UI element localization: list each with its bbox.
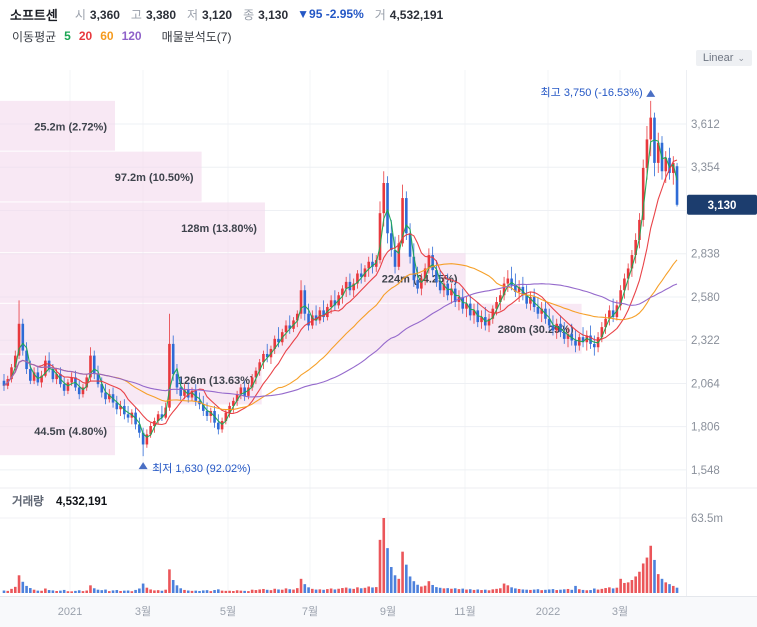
close-pair: 종 3,130 bbox=[243, 6, 288, 23]
time-tick-label: 3월 bbox=[612, 605, 628, 618]
high-value: 3,380 bbox=[145, 7, 176, 22]
low-marker-icon bbox=[138, 462, 148, 470]
profile-band-label: 25.2m (2.72%) bbox=[34, 121, 107, 133]
open-value: 3,360 bbox=[89, 7, 120, 22]
high-label: 고 bbox=[130, 7, 142, 22]
high-annotation: 최고 3,750 (-16.53%) bbox=[541, 86, 643, 99]
volume-pane-value: 4,532,191 bbox=[56, 496, 108, 508]
open-label: 시 bbox=[74, 7, 86, 22]
price-chart-canvas[interactable]: 25.2m (2.72%) 97.2m (10.50%) 128m (13.80%)… bbox=[0, 45, 757, 627]
ma-5-toggle[interactable]: 5 bbox=[64, 29, 71, 43]
volume-profile-legend[interactable]: 매물분석도(7) bbox=[161, 29, 232, 44]
volume-axis-label: 63.5m bbox=[691, 513, 723, 525]
low-pair: 저 3,120 bbox=[187, 6, 232, 23]
time-tick-label: 2021 bbox=[58, 606, 82, 618]
profile-band bbox=[0, 253, 466, 303]
price-tick-label: 1,548 bbox=[691, 465, 720, 477]
ma-legend-label: 이동평균 bbox=[12, 29, 57, 44]
price-change: ▼95 -2.95% bbox=[297, 7, 364, 21]
profile-band-label: 97.2m (10.50%) bbox=[115, 172, 194, 184]
volume-profile: 25.2m (2.72%) 97.2m (10.50%) 128m (13.80%)… bbox=[0, 100, 582, 456]
chevron-down-icon: ⌄ bbox=[737, 52, 745, 63]
stock-name: 소프트센 bbox=[10, 7, 58, 23]
time-tick-label: 5월 bbox=[220, 605, 236, 618]
time-tick-label: 11월 bbox=[454, 605, 476, 618]
close-label: 종 bbox=[243, 7, 255, 22]
volume-bars[interactable] bbox=[2, 518, 679, 593]
scale-selector[interactable]: Linear ⌄ bbox=[695, 50, 752, 66]
x-axis-labels: 2021 3월 5월 7월 9월 11월 2022 3월 bbox=[58, 605, 628, 618]
time-tick-label: 9월 bbox=[380, 605, 396, 618]
profile-band bbox=[0, 100, 115, 151]
profile-band bbox=[0, 354, 262, 405]
open-pair: 시 3,360 bbox=[75, 6, 120, 23]
price-tick-label: 2,064 bbox=[691, 378, 720, 390]
volume-pane-label: 거래량 bbox=[12, 494, 44, 508]
ma-20-line bbox=[3, 159, 678, 426]
volume-pair: 거 4,532,191 bbox=[375, 6, 443, 23]
profile-band bbox=[0, 151, 202, 202]
low-annotation: 최저 1,630 (92.02%) bbox=[152, 462, 251, 475]
price-tick-label: 1,806 bbox=[691, 422, 720, 434]
annotations: 최고 3,750 (-16.53%) 최저 1,630 (92.02%) bbox=[138, 86, 656, 475]
svg-text:3,130: 3,130 bbox=[708, 200, 737, 212]
profile-band bbox=[0, 202, 265, 253]
ma-120-toggle[interactable]: 120 bbox=[121, 29, 142, 43]
profile-band-label: 126m (13.63%) bbox=[178, 375, 254, 387]
price-tick-label: 3,612 bbox=[691, 119, 720, 131]
ma-lines bbox=[3, 139, 678, 438]
price-tick-label: 2,580 bbox=[691, 292, 720, 304]
ma-120-line bbox=[3, 283, 678, 398]
profile-band-label: 44.5m (4.80%) bbox=[34, 426, 107, 438]
time-tick-label: 3월 bbox=[135, 605, 151, 618]
time-tick-label: 2022 bbox=[536, 606, 560, 618]
price-tick-label: 2,838 bbox=[691, 249, 720, 261]
profile-band-label: 280m (30.29%) bbox=[498, 324, 574, 336]
price-axis: 3,612 3,354 2,838 2,580 2,322 2,064 1,806 1,548 bbox=[691, 119, 720, 477]
close-value: 3,130 bbox=[258, 7, 289, 22]
profile-band bbox=[0, 405, 115, 456]
time-tick-label: 7월 bbox=[302, 605, 318, 618]
high-marker-icon bbox=[646, 89, 656, 97]
volume-label: 거 bbox=[374, 7, 386, 22]
scale-label: Linear bbox=[702, 52, 734, 64]
legend-bar: 이동평균 5 20 60 120 매물분석도(7) bbox=[0, 27, 757, 45]
low-label: 저 bbox=[187, 7, 199, 22]
profile-band-label: 128m (13.80%) bbox=[181, 223, 257, 235]
price-tick-label: 2,322 bbox=[691, 335, 720, 347]
low-value: 3,120 bbox=[202, 7, 233, 22]
high-pair: 고 3,380 bbox=[131, 6, 176, 23]
quote-header: 소프트센 시 3,360 고 3,380 저 3,120 종 3,130 ▼95 -2.… bbox=[0, 2, 757, 26]
volume-pane-header: 거래량 4,532,191 63.5m bbox=[12, 494, 723, 525]
price-tick-label: 3,354 bbox=[691, 162, 720, 174]
ma-20-toggle[interactable]: 20 bbox=[78, 29, 93, 43]
x-axis-strip bbox=[0, 596, 757, 627]
ma-60-toggle[interactable]: 60 bbox=[100, 29, 114, 43]
ma-5-line bbox=[3, 139, 678, 438]
current-price-badge: 3,130 bbox=[687, 194, 757, 215]
volume-value: 4,532,191 bbox=[389, 7, 444, 22]
